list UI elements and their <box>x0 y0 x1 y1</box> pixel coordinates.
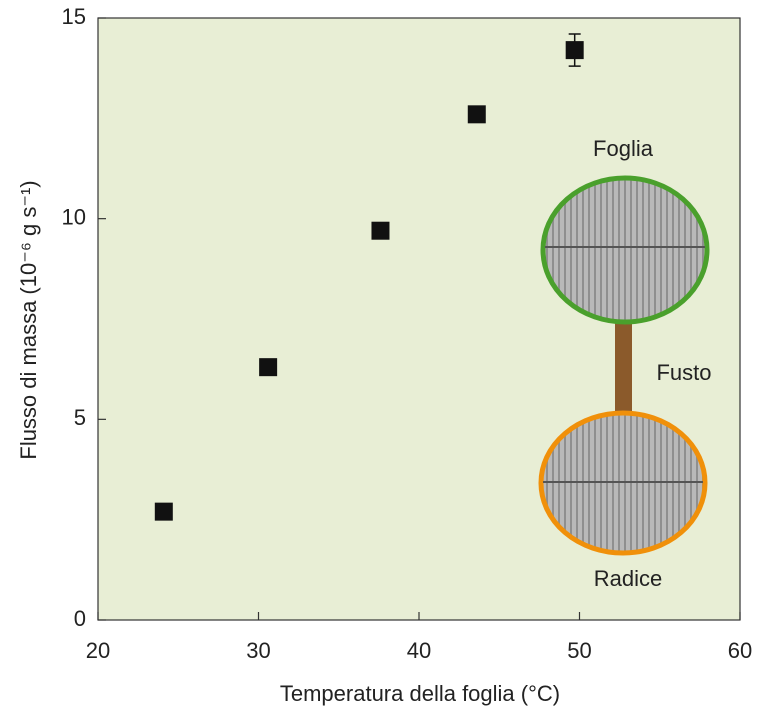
x-tick-label: 60 <box>728 638 752 663</box>
annotation: Radice <box>594 566 662 591</box>
leaf <box>543 178 707 322</box>
x-axis-label: Temperatura della foglia (°C) <box>280 681 560 706</box>
x-tick-label: 20 <box>86 638 110 663</box>
point <box>155 503 173 521</box>
x-tick-label: 40 <box>407 638 431 663</box>
x-tick-label: 30 <box>246 638 270 663</box>
stem <box>615 318 632 414</box>
y-tick-label: 10 <box>62 204 86 229</box>
y-tick-label: 15 <box>62 4 86 29</box>
point <box>566 41 584 59</box>
point <box>468 105 486 123</box>
chart: Foglia Fusto Radice Temperatura della fo… <box>0 0 762 713</box>
y-axis-label: Flusso di massa (10⁻⁶ g s⁻¹) <box>16 180 41 459</box>
y-tick-label: 5 <box>74 405 86 430</box>
point <box>371 222 389 240</box>
annotation: Foglia <box>593 136 654 161</box>
y-tick-label: 0 <box>74 606 86 631</box>
annotation: Fusto <box>656 360 711 385</box>
x-tick-label: 50 <box>567 638 591 663</box>
point <box>259 358 277 376</box>
